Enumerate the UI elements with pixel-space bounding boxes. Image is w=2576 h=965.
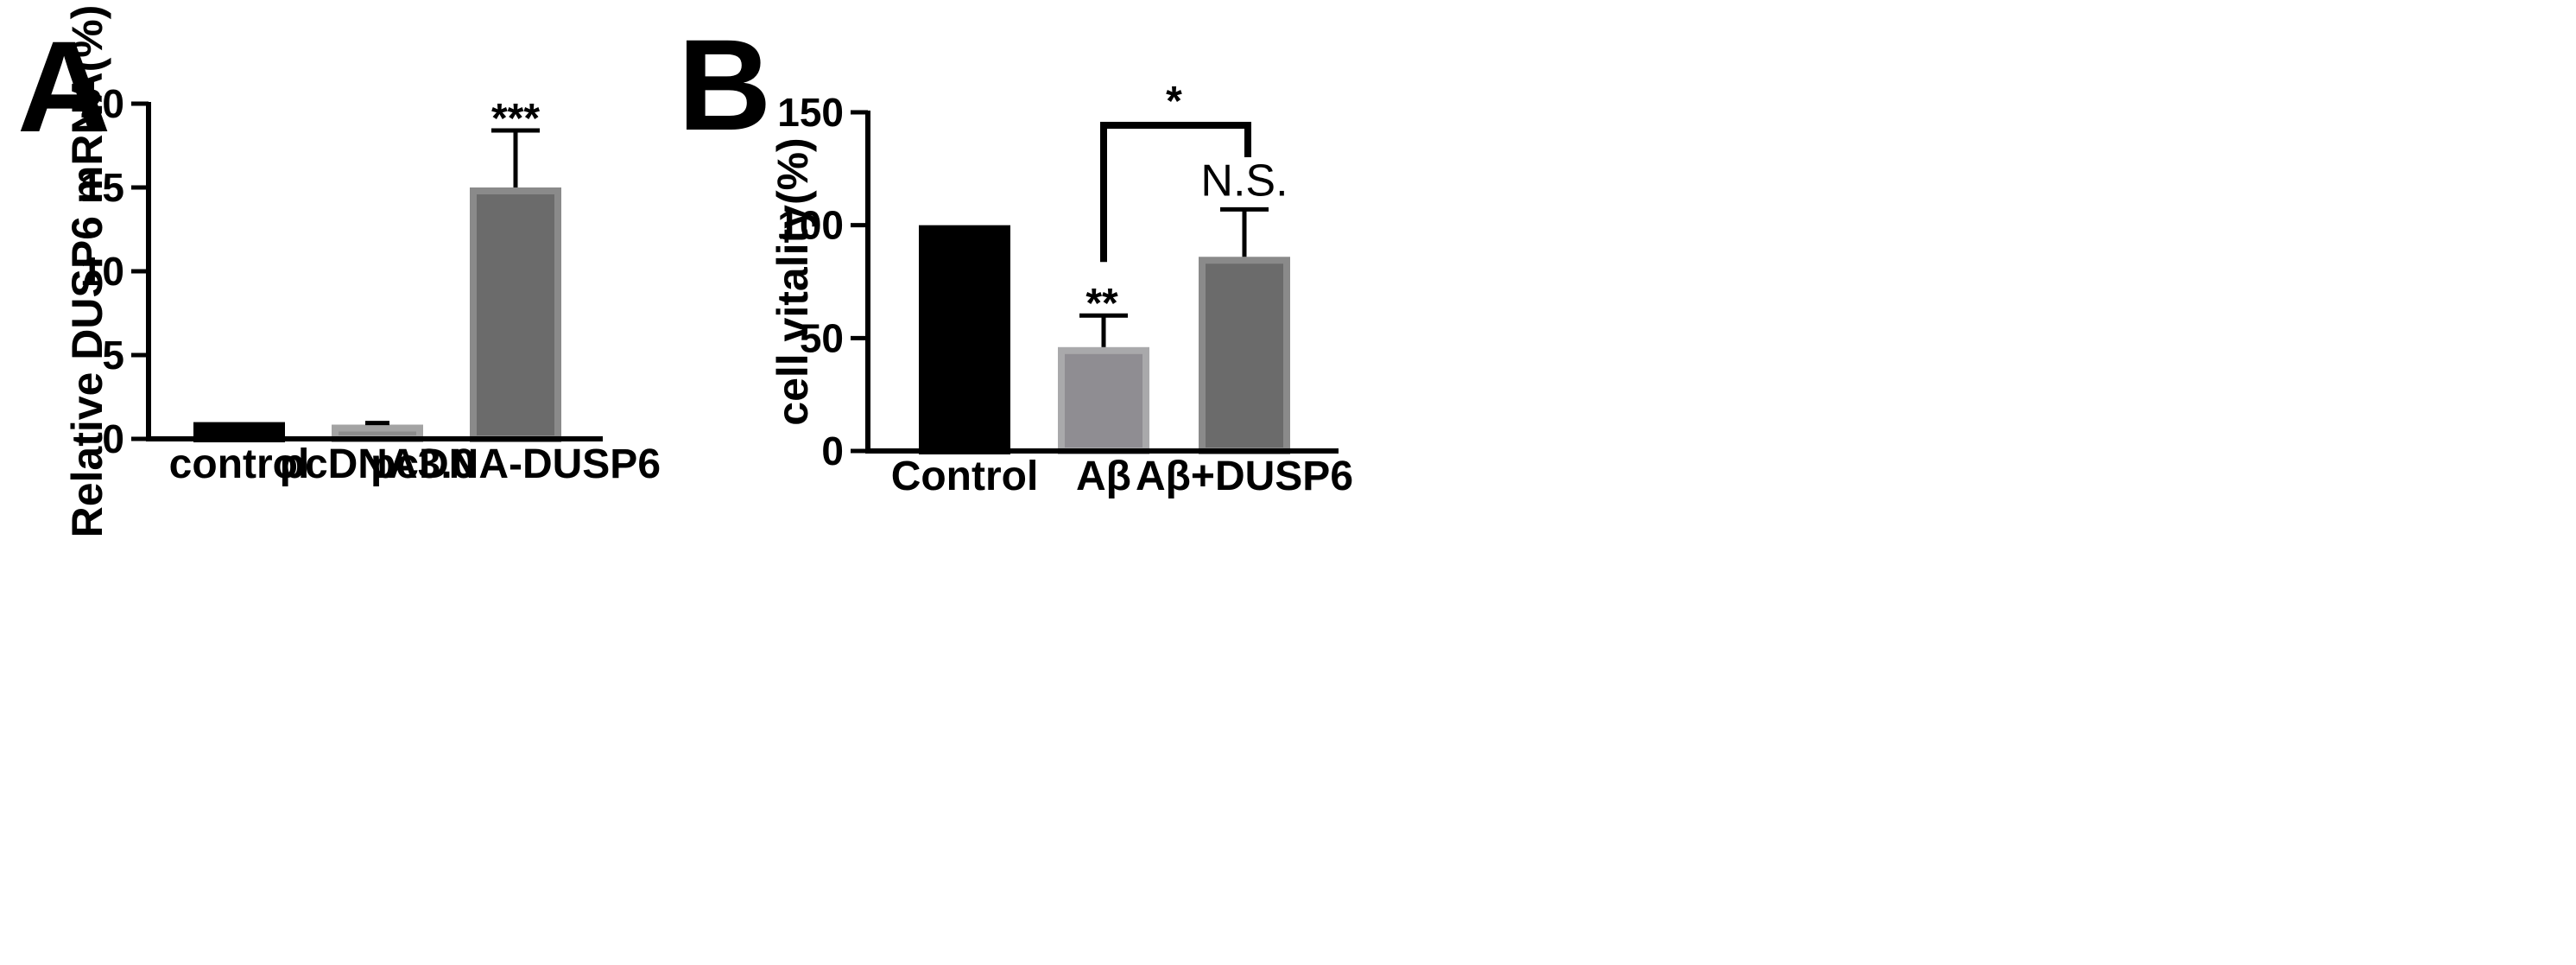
y-axis-title: Relative DUSP6 mRNA(%)	[63, 5, 111, 538]
significance-label: ***	[491, 96, 540, 142]
y-tick-label: 0	[821, 429, 844, 473]
bar-pcdna-dusp6	[470, 187, 561, 442]
category-label: Control	[891, 454, 1039, 499]
panel-letter: B	[678, 12, 771, 157]
panel-letter: A	[17, 14, 111, 159]
y-tick-label: 100	[777, 203, 844, 248]
y-tick-label: 10	[80, 249, 124, 294]
bar-a-dusp6	[1199, 257, 1290, 454]
bar-a-	[1058, 346, 1149, 454]
category-label: pcDNA-DUSP6	[370, 441, 661, 487]
y-tick-label: 50	[800, 315, 844, 360]
y-tick-label: 150	[777, 90, 844, 135]
category-label: pcDNA3.0	[280, 441, 476, 487]
comparison-label: *	[1166, 79, 1182, 124]
significance-label: **	[1085, 281, 1118, 327]
y-axis-title: cell vitality(%)	[769, 137, 817, 425]
category-label: Aβ	[1076, 454, 1131, 499]
bar-control	[919, 225, 1010, 454]
y-tick-label: 5	[102, 333, 124, 378]
y-tick-label: 15	[80, 165, 124, 210]
comparison-bracket	[1100, 122, 1251, 263]
y-tick-label: 20	[80, 81, 124, 126]
category-label: Aβ+DUSP6	[1136, 454, 1353, 499]
y-tick-label: 0	[102, 416, 124, 461]
category-label: control	[169, 441, 310, 487]
significance-label: N.S.	[1200, 156, 1288, 206]
